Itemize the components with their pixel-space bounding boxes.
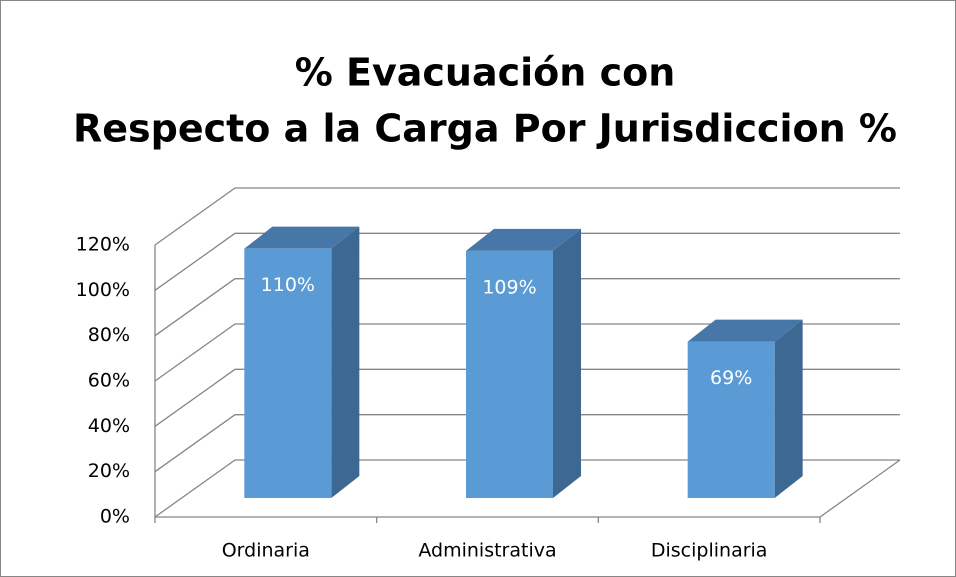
x-tick-label: Ordinaria <box>222 540 310 562</box>
bar-top <box>466 228 581 251</box>
y-tick-label: 80% <box>88 324 130 346</box>
y-tick-label: 100% <box>76 279 130 301</box>
bar <box>687 341 775 498</box>
grid-line <box>154 278 900 337</box>
bar <box>244 248 332 498</box>
data-label: 109% <box>482 276 536 298</box>
y-tick-label: 0% <box>100 506 130 528</box>
y-tick-label: 20% <box>88 460 130 482</box>
bar-top <box>687 319 803 342</box>
bar-side <box>553 228 581 498</box>
grid-line <box>154 459 900 518</box>
data-label: 110% <box>261 274 315 296</box>
grid-line <box>154 414 900 473</box>
chart-title: % Evacuación con <box>295 51 676 95</box>
x-tick-label: Disciplinaria <box>651 540 768 562</box>
bar <box>466 250 553 498</box>
grid-line <box>154 323 900 382</box>
data-label: 69% <box>710 367 752 389</box>
bar-side <box>774 319 803 498</box>
grid-line <box>154 187 900 246</box>
chart-subtitle: Respecto a la Carga Por Jurisdiccion % <box>73 107 897 151</box>
grid-line <box>154 368 900 427</box>
y-tick-label: 60% <box>88 370 130 392</box>
x-tick-label: Administrativa <box>418 540 556 562</box>
y-tick-label: 40% <box>88 415 130 437</box>
bar-top <box>244 226 360 249</box>
grid-line <box>154 232 900 291</box>
y-tick-label: 120% <box>76 234 130 256</box>
bar-side <box>331 226 360 498</box>
